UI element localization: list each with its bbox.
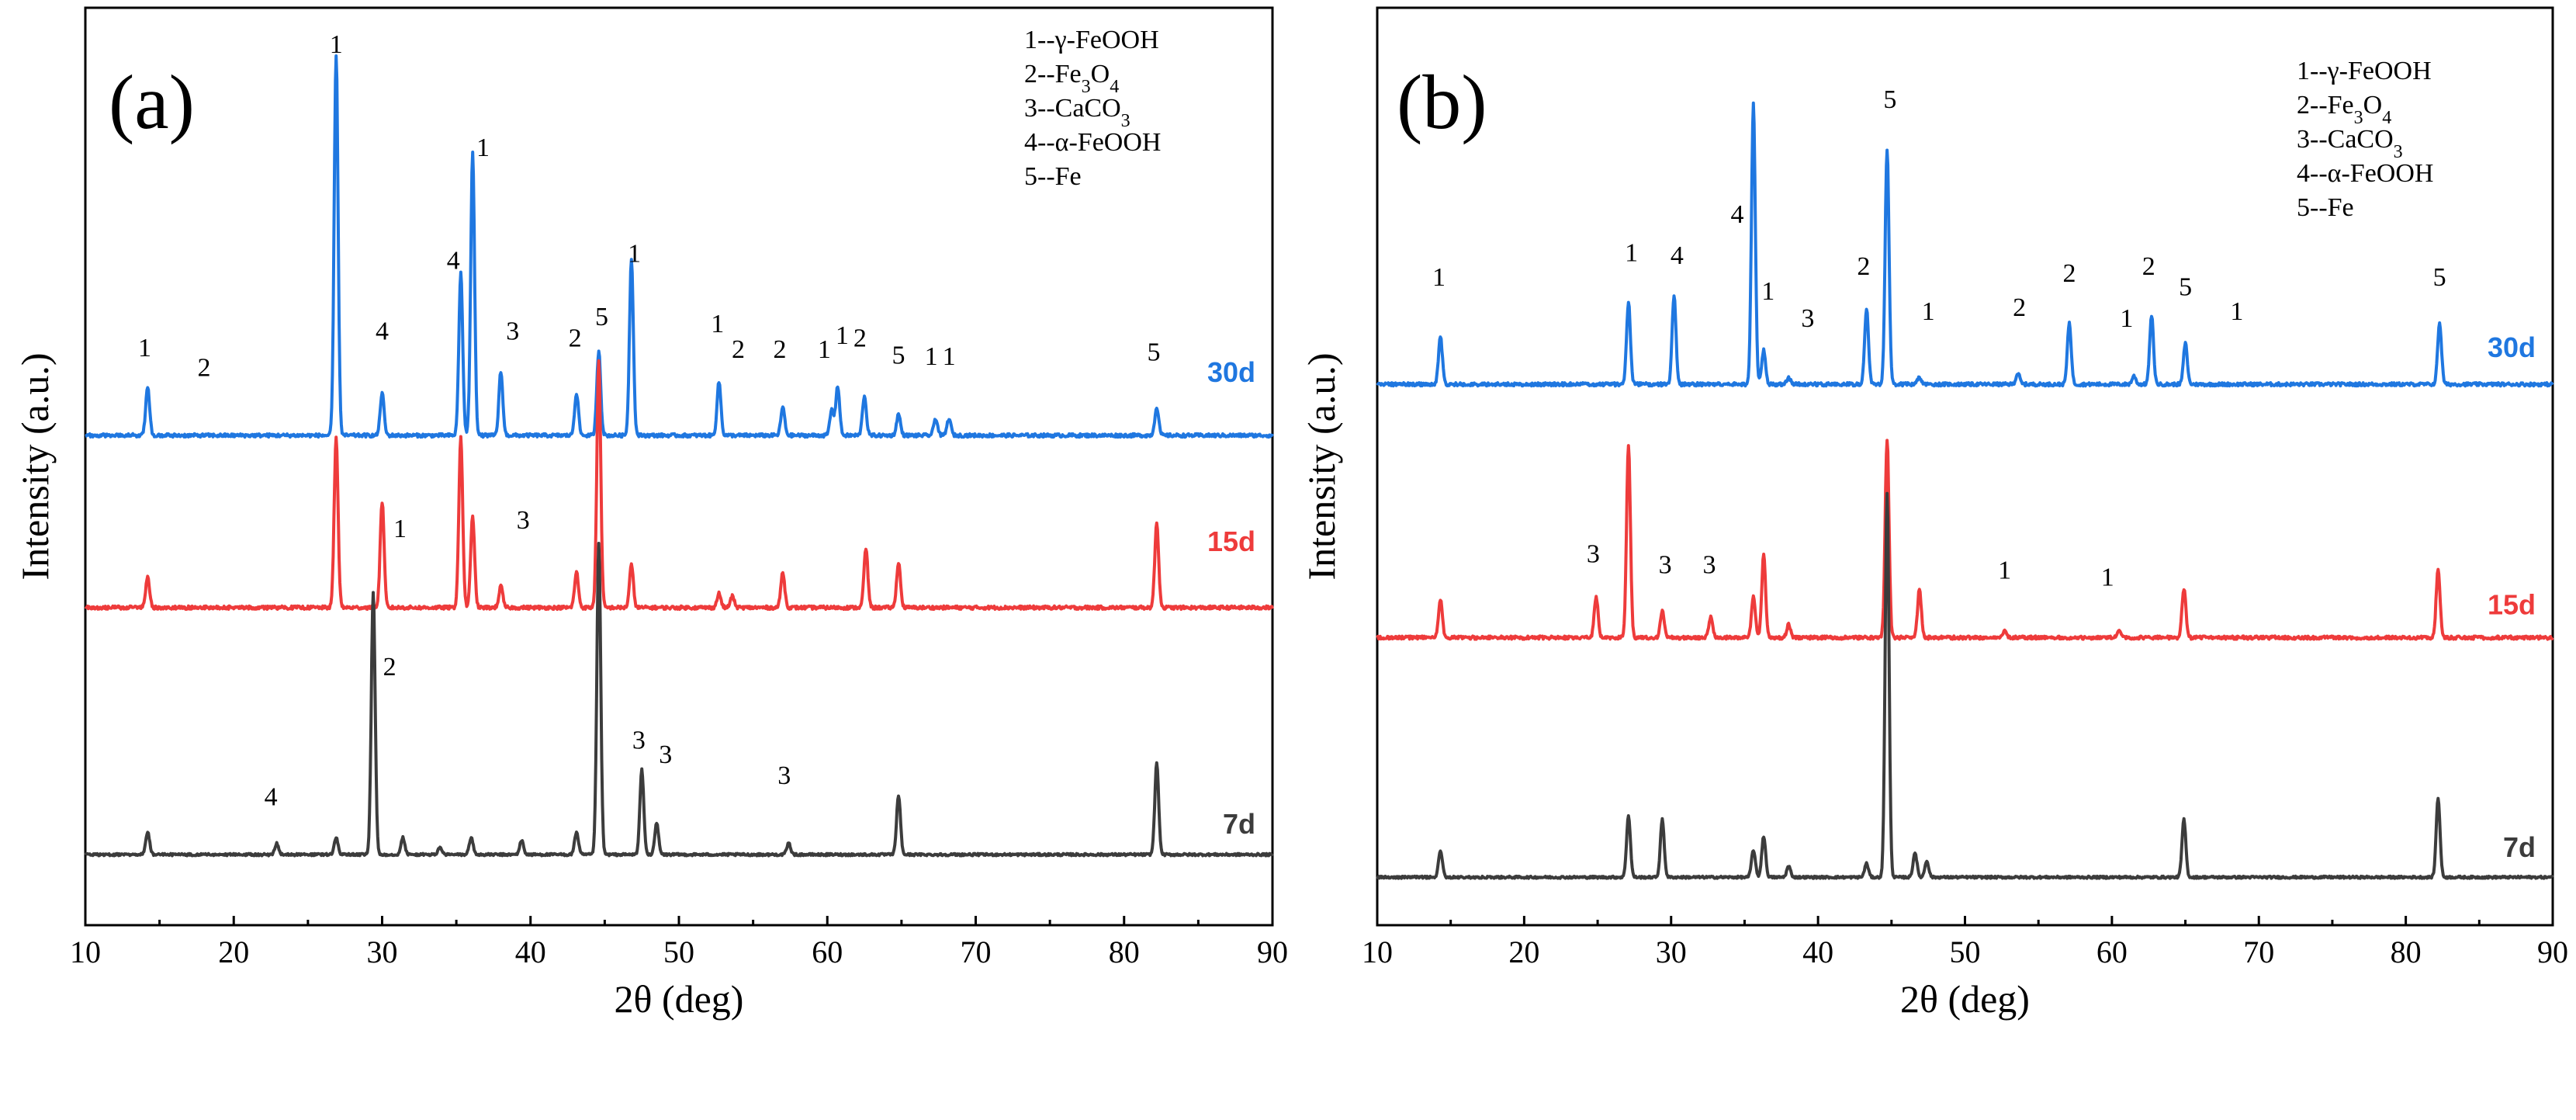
series-7d-line bbox=[1376, 491, 2554, 880]
panel-b: 10 20 30 40 50 60 70 80 90 2θ (deg) Intensity (a.u… bbox=[1300, 6, 2568, 1021]
peak-label: 1 bbox=[1922, 297, 1935, 326]
legend-entry: 1--γ-FeOOH bbox=[1024, 26, 1159, 54]
x-tick-label: 60 bbox=[2096, 934, 2128, 969]
peak-label: 2 bbox=[2062, 259, 2076, 288]
x-axis-title: 2θ (deg) bbox=[615, 977, 744, 1021]
peak-label: 1 bbox=[330, 30, 343, 59]
peak-label: 1 bbox=[818, 335, 831, 364]
x-tick-label: 20 bbox=[218, 934, 249, 969]
peak-label: 2 bbox=[774, 335, 787, 364]
legend-entry: 3--CaCO3 bbox=[1024, 94, 1130, 131]
y-axis-title: Intensity (a.u.) bbox=[13, 353, 57, 581]
peak-label: 1 bbox=[711, 310, 724, 338]
x-tick-label: 80 bbox=[2391, 934, 2422, 969]
x-tick-label: 50 bbox=[1950, 934, 1981, 969]
x-tick-label: 10 bbox=[1362, 934, 1393, 969]
x-tick-label: 40 bbox=[1802, 934, 1833, 969]
x-axis-title: 2θ (deg) bbox=[1900, 977, 2030, 1021]
peak-label: 3 bbox=[1801, 304, 1814, 333]
series-15d-line bbox=[84, 359, 1274, 611]
x-tick-label: 30 bbox=[367, 934, 398, 969]
legend-entry: 4--α-FeOOH bbox=[1024, 128, 1161, 157]
x-tick-label: 90 bbox=[1257, 934, 1288, 969]
series-7d-line bbox=[84, 542, 1274, 858]
peak-label: 3 bbox=[777, 761, 791, 790]
y-axis-title: Intensity (a.u.) bbox=[1300, 353, 1343, 581]
legend-entry: 2--Fe3O4 bbox=[2297, 91, 2391, 128]
peak-label: 1 bbox=[628, 239, 641, 268]
legend-entry: 5--Fe bbox=[2297, 193, 2354, 222]
legend-entry: 3--CaCO3 bbox=[2297, 125, 2403, 162]
peak-label: 3 bbox=[1702, 551, 1716, 580]
series-15d-line bbox=[1376, 439, 2554, 641]
peak-label: 4 bbox=[1671, 241, 1684, 270]
peak-label: 1 bbox=[393, 515, 407, 543]
panel-a: 10 20 30 40 50 60 70 80 90 2θ (deg) Intensity (a.u… bbox=[13, 6, 1288, 1021]
x-tick-label: 20 bbox=[1508, 934, 1539, 969]
peak-label: 4 bbox=[376, 317, 389, 345]
peak-label: 2 bbox=[569, 324, 582, 352]
peak-label: 1 bbox=[2101, 563, 2114, 591]
peak-label: 4 bbox=[265, 782, 278, 811]
peak-label: 3 bbox=[1587, 539, 1600, 568]
legend-entry: 5--Fe bbox=[1024, 162, 1082, 191]
peak-label: 2 bbox=[198, 354, 211, 383]
x-tick-label: 70 bbox=[961, 934, 992, 969]
peak-label: 4 bbox=[1730, 200, 1743, 229]
peak-label: 5 bbox=[1148, 338, 1161, 367]
panel-tag: (b) bbox=[1397, 59, 1487, 145]
series-label-15d: 15d bbox=[1207, 525, 1255, 557]
series-label-7d: 7d bbox=[1223, 808, 1255, 840]
peak-label: 1 bbox=[1432, 263, 1446, 292]
peak-label: 1 bbox=[2230, 297, 2243, 326]
peak-label: 2 bbox=[383, 653, 396, 681]
peak-label: 1 bbox=[2120, 304, 2133, 333]
peak-label: 5 bbox=[892, 341, 905, 369]
peak-label: 3 bbox=[517, 506, 530, 535]
peak-label: 3 bbox=[1659, 551, 1672, 580]
peak-label: 1 bbox=[1998, 557, 2011, 585]
legend-entry: 2--Fe3O4 bbox=[1024, 60, 1119, 97]
peak-label: 5 bbox=[2433, 263, 2446, 292]
x-tick-label: 50 bbox=[663, 934, 694, 969]
peak-label: 1 bbox=[943, 342, 956, 371]
peak-label: 1 bbox=[138, 334, 151, 362]
series-label-15d: 15d bbox=[2488, 589, 2536, 621]
peak-label: 1 bbox=[925, 342, 938, 371]
peak-label: 3 bbox=[632, 726, 646, 755]
series-label-7d: 7d bbox=[2503, 831, 2536, 863]
peak-label: 2 bbox=[2142, 252, 2155, 281]
x-tick-label: 10 bbox=[70, 934, 101, 969]
peak-label: 2 bbox=[2013, 293, 2026, 322]
peak-label: 5 bbox=[1883, 85, 1896, 114]
peak-label: 5 bbox=[595, 303, 608, 331]
peak-label: 1 bbox=[1625, 238, 1638, 267]
peak-label: 3 bbox=[659, 740, 672, 769]
peak-label: 1 bbox=[476, 133, 490, 162]
peak-label: 1 bbox=[1761, 277, 1774, 306]
peak-label: 1 bbox=[836, 321, 849, 350]
peak-label: 2 bbox=[853, 324, 867, 352]
x-tick-label: 80 bbox=[1109, 934, 1140, 969]
series-label-30d: 30d bbox=[2488, 331, 2536, 363]
x-tick-label: 90 bbox=[2537, 934, 2568, 969]
peak-label: 5 bbox=[2179, 272, 2192, 301]
x-tick-label: 30 bbox=[1656, 934, 1687, 969]
series-label-30d: 30d bbox=[1207, 356, 1255, 388]
peak-label: 2 bbox=[1857, 252, 1870, 281]
x-tick-label: 40 bbox=[515, 934, 546, 969]
panel-tag: (a) bbox=[109, 59, 195, 145]
series-30d-line bbox=[1376, 101, 2554, 388]
legend-entry: 4--α-FeOOH bbox=[2297, 159, 2433, 188]
series-30d-line bbox=[85, 54, 1274, 439]
x-tick-label: 70 bbox=[2243, 934, 2274, 969]
peak-label: 3 bbox=[506, 317, 519, 345]
peak-label: 4 bbox=[447, 246, 460, 275]
legend-entry: 1--γ-FeOOH bbox=[2297, 57, 2432, 85]
x-tick-label: 60 bbox=[812, 934, 843, 969]
peak-label: 2 bbox=[732, 335, 745, 364]
